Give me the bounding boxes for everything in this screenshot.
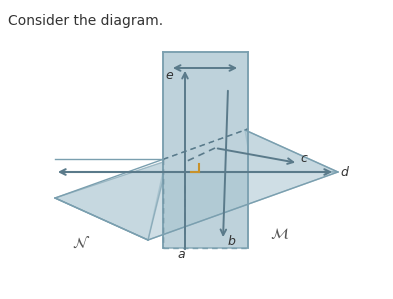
Text: $\mathcal{N}$: $\mathcal{N}$	[72, 236, 90, 251]
Polygon shape	[245, 130, 338, 172]
Text: b: b	[228, 235, 236, 248]
Polygon shape	[163, 52, 248, 248]
Text: $\mathcal{M}$: $\mathcal{M}$	[270, 226, 289, 241]
Text: d: d	[340, 166, 348, 179]
Polygon shape	[55, 162, 163, 240]
Text: c: c	[300, 152, 307, 165]
Text: a: a	[177, 248, 185, 261]
Text: Consider the diagram.: Consider the diagram.	[8, 14, 163, 28]
Text: e: e	[165, 69, 173, 82]
Polygon shape	[148, 172, 338, 240]
